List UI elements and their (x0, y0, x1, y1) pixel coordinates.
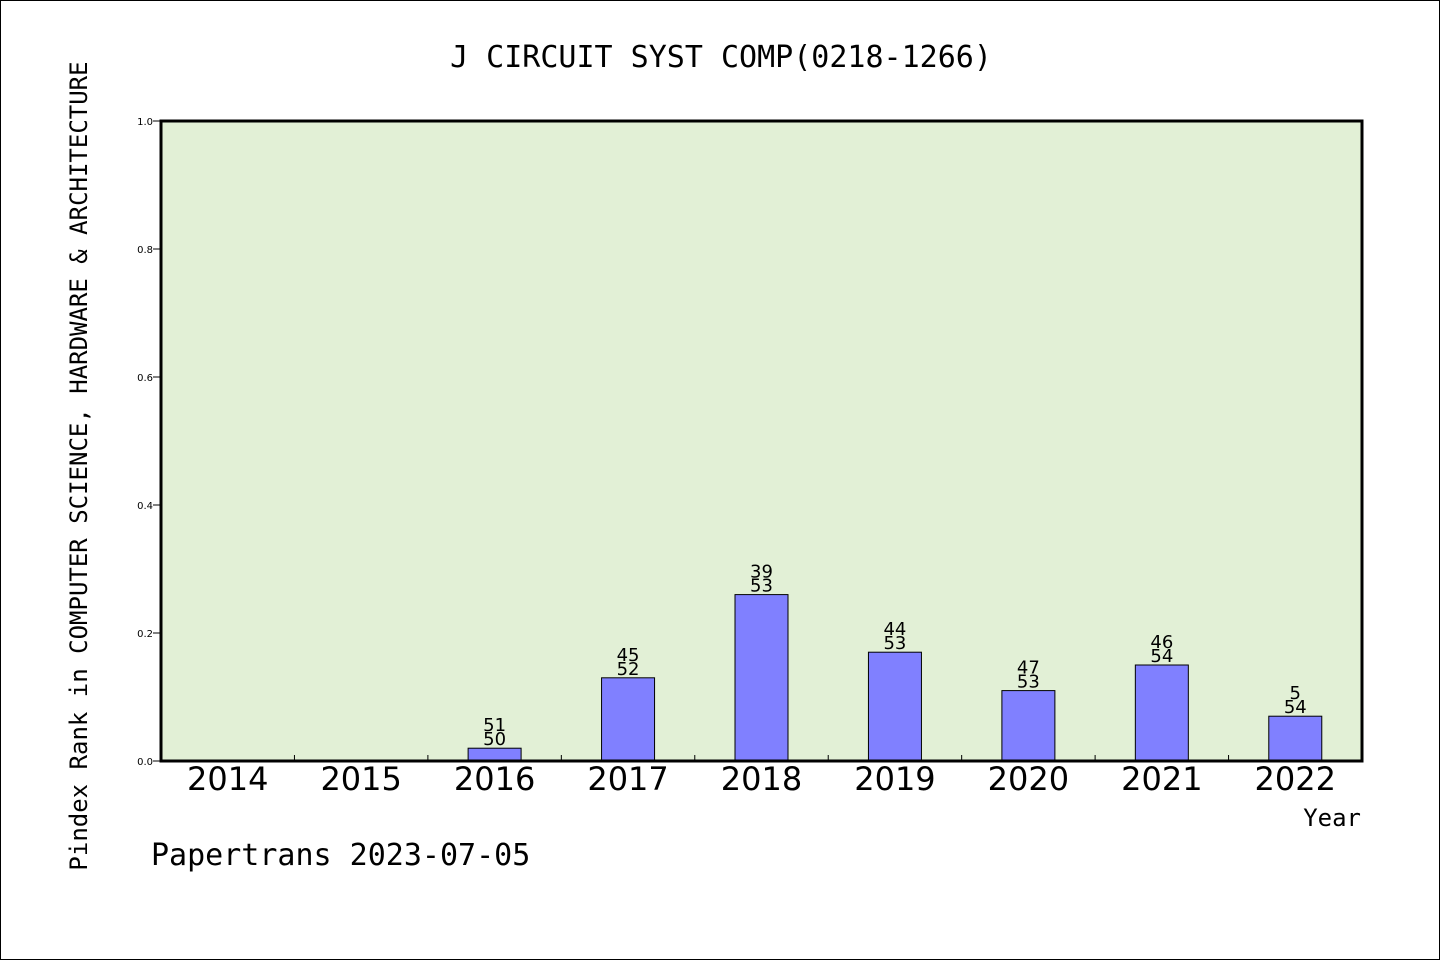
rank-label: 39 (750, 562, 773, 583)
total-label: 50 (483, 729, 506, 750)
x-tick-label: 2014 (187, 760, 268, 798)
bar-series (467, 594, 1323, 762)
y-axis: 0.0 0.2 0.4 0.6 0.8 1.0 (137, 117, 161, 768)
y-tick-label: 0.2 (137, 629, 153, 640)
x-tick-label: 2021 (1121, 760, 1202, 798)
y-tick-label: 0.4 (137, 501, 153, 512)
footer-credit: Papertrans 2023-07-05 (151, 838, 530, 873)
plot-border (159, 119, 1364, 763)
total-label: 53 (1017, 672, 1040, 693)
bar-2019 (867, 651, 922, 762)
bar-2021 (1134, 664, 1189, 762)
x-tick-label: 2022 (1255, 760, 1336, 798)
y-tick-label: 0.8 (137, 245, 153, 256)
y-axis-label: Pindex Rank in COMPUTER SCIENCE, HARDWAR… (65, 61, 93, 870)
bar-2018 (734, 594, 789, 762)
rank-label: 45 (617, 645, 640, 666)
rank-label: 5 (1290, 683, 1301, 704)
chart-title: J CIRCUIT SYST COMP(0218-1266) (450, 40, 992, 75)
x-tick-label: 2017 (587, 760, 668, 798)
total-label: 54 (1284, 697, 1307, 718)
bar-2020 (1001, 690, 1056, 762)
x-tick-label: 2018 (721, 760, 802, 798)
x-tick-label: 2020 (988, 760, 1069, 798)
total-label: 53 (750, 576, 773, 597)
x-tick-label: 2016 (454, 760, 535, 798)
y-tick-label: 1.0 (137, 117, 153, 128)
total-label: 52 (617, 659, 640, 680)
x-axis-label: Year (1303, 804, 1361, 832)
rank-label: 44 (883, 619, 906, 640)
rank-label: 47 (1017, 658, 1040, 679)
x-axis: 2014 2015 2016 2017 2018 2019 2020 2021 2022 (187, 755, 1336, 798)
bar-2022 (1268, 715, 1323, 762)
y-tick-label: 0.6 (137, 373, 153, 384)
rank-label: 46 (1150, 632, 1173, 653)
total-label: 53 (883, 633, 906, 654)
y-tick-label: 0.0 (137, 757, 153, 768)
rank-label: 51 (483, 715, 506, 736)
x-tick-label: 2015 (320, 760, 401, 798)
x-tick-label: 2019 (854, 760, 935, 798)
bar-2017 (601, 677, 656, 762)
total-label: 54 (1150, 646, 1173, 667)
